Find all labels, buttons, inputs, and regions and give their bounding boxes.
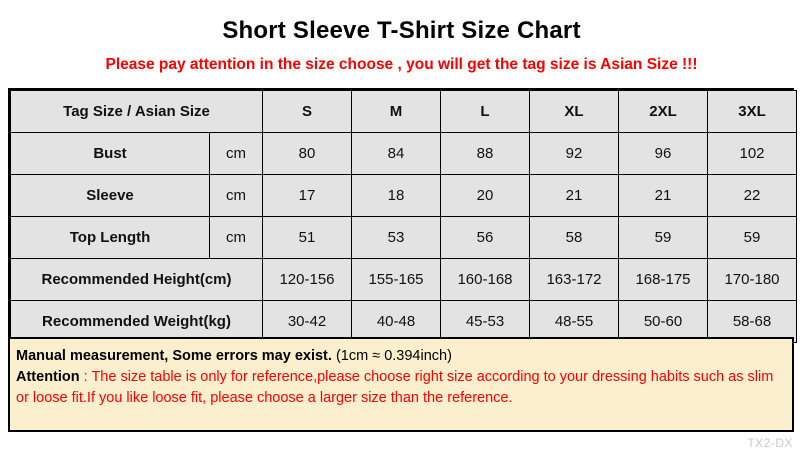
weight-3xl: 58-68 <box>707 300 797 343</box>
header-size-3xl: 3XL <box>707 90 797 133</box>
sleeve-3xl: 22 <box>707 174 797 217</box>
row-label-recommended-weight: Recommended Weight(kg) <box>10 300 263 343</box>
row-unit-bust: cm <box>209 132 263 175</box>
header-tag-size-label: Tag Size / Asian Size <box>10 90 263 133</box>
bust-xl: 92 <box>529 132 619 175</box>
bust-l: 88 <box>440 132 530 175</box>
asian-size-warning: Please pay attention in the size choose … <box>105 56 698 73</box>
row-label-top-length: Top Length <box>10 216 210 259</box>
row-label-sleeve: Sleeve <box>10 174 210 217</box>
bust-s: 80 <box>262 132 352 175</box>
row-label-recommended-height: Recommended Height(cm) <box>10 258 263 301</box>
attention-line: Attention : The size table is only for r… <box>16 367 786 409</box>
size-table: Tag Size / Asian Size S M L XL 2XL 3XL B… <box>10 90 797 343</box>
table-row: Top Length cm 51 53 56 58 59 59 <box>10 216 797 259</box>
header-size-s: S <box>262 90 352 133</box>
attention-label: Attention <box>16 369 80 385</box>
header-size-m: M <box>351 90 441 133</box>
bust-2xl: 96 <box>618 132 708 175</box>
watermark-label: TX2-DX <box>747 436 793 450</box>
weight-xl: 48-55 <box>529 300 619 343</box>
manual-measurement-text: Manual measurement, Some errors may exis… <box>16 348 332 364</box>
top-length-2xl: 59 <box>618 216 708 259</box>
size-table-container: Tag Size / Asian Size S M L XL 2XL 3XL B… <box>8 88 797 345</box>
weight-2xl: 50-60 <box>618 300 708 343</box>
row-unit-sleeve: cm <box>209 174 263 217</box>
sleeve-s: 17 <box>262 174 352 217</box>
row-unit-top-length: cm <box>209 216 263 259</box>
table-row: Bust cm 80 84 88 92 96 102 <box>10 132 797 175</box>
header-size-xl: XL <box>529 90 619 133</box>
sleeve-2xl: 21 <box>618 174 708 217</box>
sleeve-l: 20 <box>440 174 530 217</box>
height-m: 155-165 <box>351 258 441 301</box>
table-row: Recommended Weight(kg) 30-42 40-48 45-53… <box>10 300 797 343</box>
height-3xl: 170-180 <box>707 258 797 301</box>
sleeve-xl: 21 <box>529 174 619 217</box>
top-length-m: 53 <box>351 216 441 259</box>
height-s: 120-156 <box>262 258 352 301</box>
sleeve-m: 18 <box>351 174 441 217</box>
manual-measurement-line: Manual measurement, Some errors may exis… <box>16 346 786 367</box>
page-title: Short Sleeve T-Shirt Size Chart <box>222 17 581 44</box>
top-length-s: 51 <box>262 216 352 259</box>
bust-3xl: 102 <box>707 132 797 175</box>
table-row: Sleeve cm 17 18 20 21 21 22 <box>10 174 797 217</box>
table-header-row: Tag Size / Asian Size S M L XL 2XL 3XL <box>10 90 797 133</box>
inch-conversion-text: (1cm ≈ 0.394inch) <box>335 348 452 364</box>
disclaimer-box: Manual measurement, Some errors may exis… <box>8 337 794 432</box>
height-l: 160-168 <box>440 258 530 301</box>
top-length-xl: 58 <box>529 216 619 259</box>
top-length-3xl: 59 <box>707 216 797 259</box>
bust-m: 84 <box>351 132 441 175</box>
attention-text: : The size table is only for reference,p… <box>16 369 774 406</box>
top-length-l: 56 <box>440 216 530 259</box>
row-label-bust: Bust <box>10 132 210 175</box>
height-xl: 163-172 <box>529 258 619 301</box>
height-2xl: 168-175 <box>618 258 708 301</box>
header-size-l: L <box>440 90 530 133</box>
table-row: Recommended Height(cm) 120-156 155-165 1… <box>10 258 797 301</box>
header-size-2xl: 2XL <box>618 90 708 133</box>
